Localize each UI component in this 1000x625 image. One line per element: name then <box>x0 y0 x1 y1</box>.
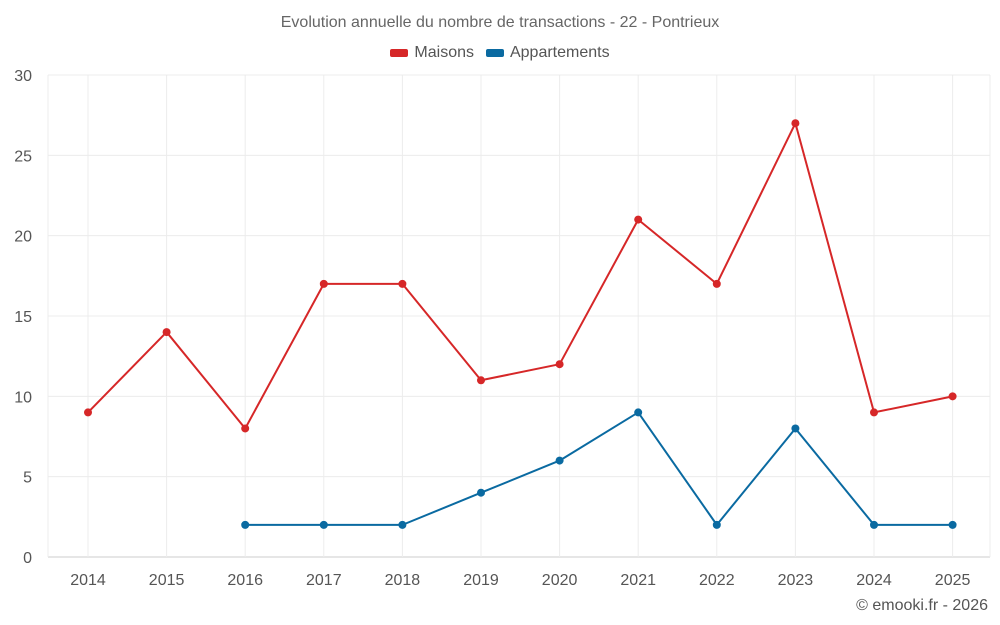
data-point-appartements <box>712 520 721 529</box>
data-point-maisons <box>870 408 878 417</box>
legend-item-maisons[interactable]: Maisons <box>390 44 474 62</box>
data-point-appartements <box>241 520 250 529</box>
data-point-appartements <box>555 456 564 465</box>
series-line-appartements <box>245 411 953 526</box>
data-point-maisons <box>634 215 643 224</box>
x-tick-label: 2019 <box>463 572 499 589</box>
x-tick-label: 2025 <box>935 572 971 589</box>
credit-text: © emooki.fr - 2026 <box>856 597 988 614</box>
y-tick-label: 30 <box>14 68 32 85</box>
y-tick-label: 0 <box>23 550 32 567</box>
y-tick-label: 20 <box>14 229 32 246</box>
data-point-maisons <box>319 279 328 288</box>
data-point-appartements <box>398 520 407 529</box>
data-point-maisons <box>477 376 485 385</box>
data-point-maisons <box>84 408 92 417</box>
data-point-appartements <box>791 424 800 433</box>
data-point-maisons <box>555 360 564 369</box>
x-tick-label: 2020 <box>542 572 578 589</box>
x-tick-label: 2015 <box>149 572 185 589</box>
data-point-maisons <box>398 279 407 288</box>
series-line-maisons <box>87 122 953 430</box>
data-point-appartements <box>477 488 485 497</box>
legend-item-appartements[interactable]: Appartements <box>485 44 610 62</box>
legend-label-appartements: Appartements <box>509 44 610 61</box>
data-point-appartements <box>634 408 643 417</box>
x-tick-label: 2014 <box>70 572 106 589</box>
y-tick-label: 5 <box>23 470 32 487</box>
chart-title: Evolution annuelle du nombre de transact… <box>280 14 720 31</box>
x-tick-label: 2021 <box>620 572 656 589</box>
legend-swatch-appartements <box>485 49 504 57</box>
x-tick-label: 2024 <box>856 572 892 589</box>
y-tick-label: 25 <box>14 148 32 165</box>
x-tick-label: 2016 <box>227 572 263 589</box>
data-point-maisons <box>791 119 800 128</box>
data-point-maisons <box>241 424 250 433</box>
chart-legend: Maisons Appartements <box>0 44 1000 62</box>
data-point-appartements <box>870 520 878 529</box>
data-point-maisons <box>712 279 721 288</box>
x-tick-label: 2023 <box>778 572 814 589</box>
y-tick-label: 15 <box>14 309 32 326</box>
x-tick-label: 2018 <box>385 572 421 589</box>
data-point-maisons <box>948 392 957 401</box>
legend-swatch-maisons <box>390 49 409 57</box>
data-point-appartements <box>319 520 328 529</box>
data-point-appartements <box>948 520 957 529</box>
x-tick-label: 2017 <box>306 572 342 589</box>
legend-label-maisons: Maisons <box>414 44 474 61</box>
data-point-maisons <box>162 328 171 337</box>
x-tick-label: 2022 <box>699 572 735 589</box>
y-tick-label: 10 <box>14 389 32 406</box>
